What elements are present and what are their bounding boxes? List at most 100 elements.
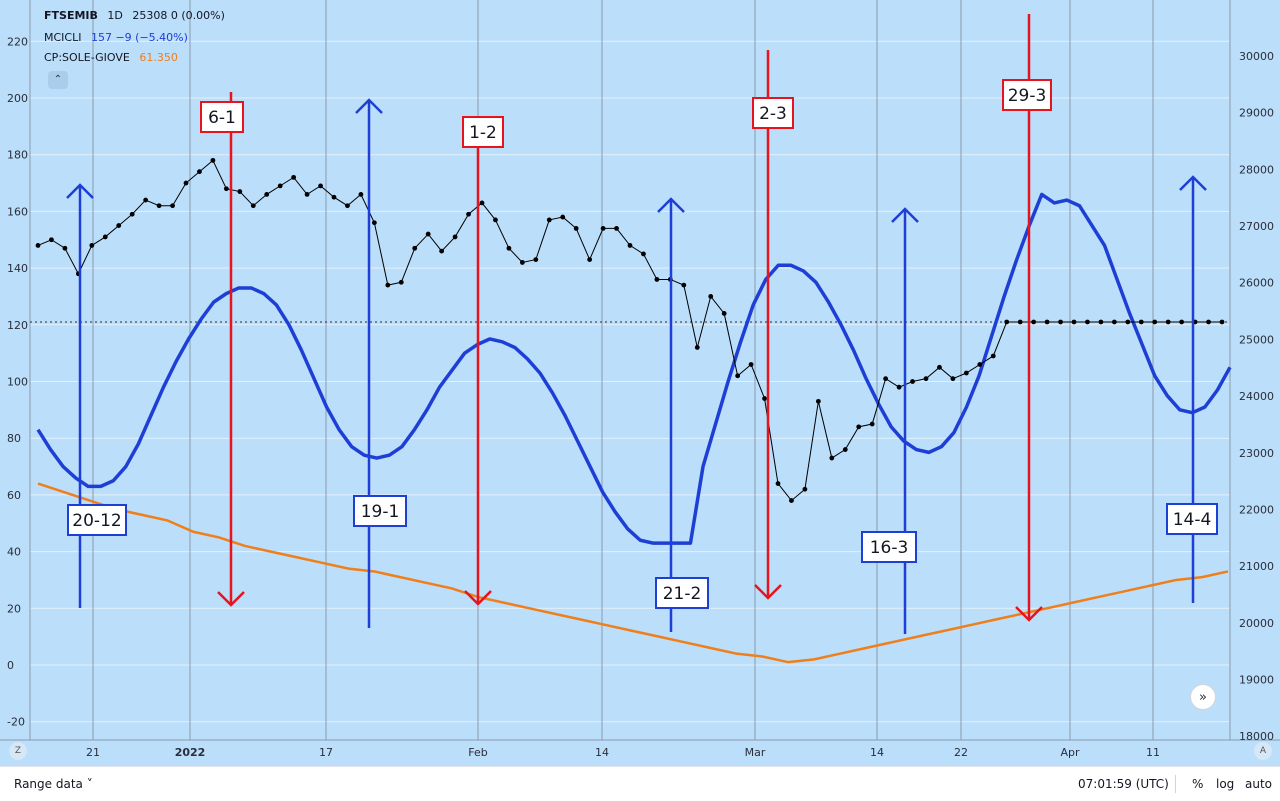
arrow-head	[1015, 606, 1043, 622]
arrow-date-label: 2-3	[759, 104, 787, 124]
ftsemib-point	[466, 211, 471, 217]
ftsemib-point	[587, 257, 593, 262]
ftsemib-point	[102, 234, 108, 240]
ftsemib-point	[1017, 319, 1023, 325]
right-axis-tick-label: 26000	[1239, 277, 1274, 290]
ftsemib-point	[735, 373, 741, 379]
ftsemib-point	[197, 169, 202, 175]
arrow-head	[217, 591, 245, 607]
arrow-head	[355, 98, 383, 114]
ftsemib-point	[223, 186, 229, 192]
cycle-arrow-6-1: 6-1	[200, 92, 245, 607]
legend-sole-name: CP:SOLE-GIOVE	[44, 51, 130, 64]
cycle-arrow-20-12: 20-12	[66, 183, 127, 608]
bottom-toolbar: Range data ˅ 07:01:59 (UTC) % log auto	[0, 766, 1280, 801]
right-axis-tick-label: 24000	[1239, 390, 1274, 403]
left-axis-tick-label: 0	[7, 659, 14, 672]
right-axis-tick-label: 18000	[1239, 730, 1274, 743]
ftsemib-point	[318, 183, 323, 189]
toolbar-divider	[1175, 775, 1176, 793]
ftsemib-point	[250, 203, 256, 209]
x-axis-tick-label: 14	[595, 746, 609, 759]
cycle-arrow-16-3: 16-3	[861, 207, 919, 634]
x-axis-tick-label: 21	[86, 746, 100, 759]
ftsemib-point	[1071, 319, 1077, 325]
arrow-date-label: 6-1	[208, 108, 236, 128]
ftsemib-point	[493, 217, 498, 223]
ftsemib-point	[896, 384, 902, 390]
ftsemib-point	[1138, 319, 1144, 325]
ftsemib-point	[546, 217, 552, 223]
ftsemib-point	[950, 376, 956, 382]
legend-symbol: FTSEMIB	[44, 9, 98, 22]
right-axis-tick-label: 20000	[1239, 617, 1274, 630]
right-axis-tick-label: 29000	[1239, 107, 1274, 120]
ftsemib-point	[815, 398, 821, 404]
legend-cicli-name: MCICLI	[44, 31, 82, 44]
ftsemib-point	[264, 191, 270, 197]
percent-scale-button[interactable]: %	[1192, 777, 1204, 791]
auto-scale-button[interactable]: auto	[1245, 777, 1273, 791]
ftsemib-point	[762, 396, 767, 401]
ftsemib-point	[681, 282, 687, 288]
zoom-corner-left-button[interactable]: Z	[9, 742, 27, 760]
ftsemib-point	[963, 370, 969, 376]
arrow-date-label: 1-2	[469, 123, 497, 143]
left-axis-tick-label: 220	[7, 35, 28, 48]
ftsemib-point	[829, 455, 835, 461]
right-axis-tick-label: 22000	[1239, 503, 1274, 516]
ftsemib-point	[331, 194, 337, 200]
legend-cicli-values: 157 −9 (−5.40%)	[90, 31, 188, 44]
ftsemib-point	[62, 245, 68, 251]
arrow-label-box	[462, 116, 504, 148]
ftsemib-point	[1031, 319, 1037, 325]
chart-canvas[interactable]: 220200180160140120100806040200-203000029…	[0, 0, 1280, 766]
ftsemib-point	[479, 200, 485, 206]
ftsemib-point	[977, 362, 983, 367]
arrow-label-box	[353, 495, 407, 527]
ftsemib-point	[183, 180, 189, 186]
arrow-label-box	[861, 531, 917, 563]
ftsemib-point	[1165, 319, 1171, 325]
log-scale-button[interactable]: log	[1216, 777, 1235, 791]
ftsemib-point	[1179, 319, 1185, 325]
cycle-arrow-14-4: 14-4	[1166, 175, 1218, 603]
ftsemib-point	[412, 245, 418, 251]
legend-main[interactable]: FTSEMIB 1D 25308 0 (0.00%)	[44, 9, 225, 22]
legend-sole[interactable]: CP:SOLE-GIOVE 61.350	[44, 51, 178, 64]
ftsemib-point	[856, 424, 862, 430]
ftsemib-point	[143, 197, 149, 203]
ftsemib-point	[277, 183, 283, 189]
legend-interval: 1D	[107, 9, 123, 22]
ftsemib-point	[1125, 319, 1131, 325]
scroll-to-realtime-button[interactable]: »	[1190, 684, 1216, 710]
ftsemib-point	[1004, 319, 1010, 325]
x-axis-tick-label: Apr	[1060, 746, 1080, 759]
ftsemib-point	[802, 486, 808, 492]
arrow-head	[891, 207, 919, 223]
ftsemib-point	[600, 226, 606, 231]
arrow-head	[66, 183, 94, 199]
left-axis-tick-label: 180	[7, 149, 28, 162]
legend-cicli[interactable]: MCICLI 157 −9 (−5.40%)	[44, 31, 188, 44]
ftsemib-point	[923, 376, 929, 382]
ftsemib-point	[775, 481, 781, 486]
x-axis-tick-label: 14	[870, 746, 884, 759]
right-axis-tick-label: 28000	[1239, 163, 1274, 176]
auto-corner-right-button[interactable]: A	[1254, 742, 1272, 760]
ftsemib-point	[170, 203, 175, 209]
ftsemib-point	[910, 379, 915, 384]
chart-area[interactable]: 220 200 180 160 140 120 100 80 60 40 20 0 -20 30000 29…	[0, 0, 1280, 766]
ftsemib-point	[883, 376, 889, 382]
clock-display[interactable]: 07:01:59 (UTC)	[1078, 777, 1169, 791]
ftsemib-point	[452, 234, 458, 240]
range-data-button[interactable]: Range data ˅	[14, 777, 93, 791]
collapse-legend-button[interactable]: ⌃	[48, 71, 68, 89]
arrow-label-box	[200, 101, 244, 133]
left-axis-tick-label: 40	[7, 546, 21, 559]
ftsemib-point	[371, 220, 377, 226]
ftsemib-point	[35, 243, 41, 248]
arrow-label-box	[752, 97, 794, 129]
ftsemib-point	[533, 257, 539, 262]
cycle-arrow-21-2: 21-2	[655, 197, 709, 632]
